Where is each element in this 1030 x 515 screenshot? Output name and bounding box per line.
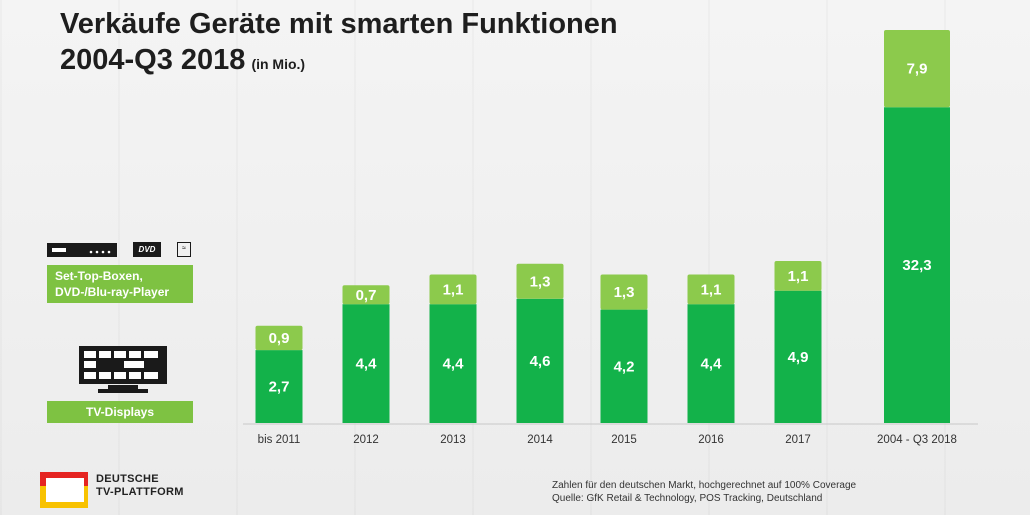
- value-label-tv-2: 4,4: [443, 356, 465, 373]
- logo: [40, 472, 88, 508]
- value-label-tv-3: 4,6: [530, 353, 551, 370]
- bar-tv-4: [600, 309, 648, 423]
- value-label-stb-1: 0,7: [356, 287, 377, 304]
- source-line-1: Zahlen für den deutschen Markt, hochgere…: [552, 480, 857, 491]
- value-label-stb-4: 1,3: [614, 284, 635, 301]
- bar-stb-1: [342, 285, 390, 305]
- value-label-tv-0: 2,7: [269, 379, 290, 396]
- bar-tv-5: [687, 304, 735, 423]
- legend-set-top-box: Set-Top-Boxen, DVD-/Blu-ray-Player: [47, 265, 193, 303]
- source-note: Zahlen für den deutschen Markt, hochgere…: [552, 479, 856, 505]
- title-unit: (in Mio.): [251, 56, 306, 72]
- value-label-tv-7: 32,3: [902, 257, 931, 274]
- category-label-1: 2012: [353, 434, 379, 446]
- title-line-1: Verkäufe Geräte mit smarten Funktionen: [60, 8, 618, 40]
- title-line-2: 2004-Q3 2018: [60, 44, 246, 76]
- logo-line-2: TV-PLATTFORM: [96, 486, 184, 498]
- dvd-icon: DVD: [133, 242, 161, 257]
- bar-tv-0: [255, 350, 303, 423]
- logo-mark: [40, 472, 88, 508]
- source-line-2: Quelle: GfK Retail & Technology, POS Tra…: [552, 493, 823, 504]
- category-label-6: 2017: [785, 434, 811, 446]
- logo-line-1: DEUTSCHE: [96, 473, 159, 485]
- bluray-icon: ≈: [177, 242, 191, 257]
- category-label-5: 2016: [698, 434, 724, 446]
- value-label-stb-3: 1,3: [530, 273, 551, 290]
- set-top-box-icons: [47, 240, 197, 260]
- legend-stb-line-1: Set-Top-Boxen,: [55, 269, 143, 283]
- bar-stb-0: [255, 325, 303, 351]
- category-label-7: 2004 - Q3 2018: [877, 434, 957, 446]
- logo-text: DEUTSCHE TV-PLATTFORM: [96, 473, 184, 499]
- bar-tv-6: [774, 290, 822, 423]
- bar-stb-5: [687, 274, 735, 305]
- bar-tv-7: [884, 107, 950, 423]
- bar-stb-3: [516, 263, 564, 299]
- value-label-tv-1: 4,4: [356, 356, 378, 373]
- value-label-tv-6: 4,9: [788, 349, 809, 366]
- value-label-tv-4: 4,2: [614, 358, 635, 375]
- category-label-4: 2015: [611, 434, 637, 446]
- value-label-stb-0: 0,9: [269, 330, 290, 347]
- legend-tv-label: TV-Displays: [85, 405, 155, 419]
- bar-stb-4: [600, 274, 648, 310]
- category-label-3: 2014: [527, 434, 553, 446]
- bar-tv-3: [516, 298, 564, 423]
- category-label-2: 2013: [440, 434, 466, 446]
- value-label-stb-5: 1,1: [701, 281, 722, 298]
- legend-tv-displays: TV-Displays: [47, 401, 193, 423]
- bar-tv-1: [342, 304, 390, 423]
- legend-stb-line-2: DVD-/Blu-ray-Player: [55, 285, 170, 299]
- category-label-0: bis 2011: [258, 434, 301, 446]
- chart-title: Verkäufe Geräte mit smarten Funktionen 2…: [60, 6, 618, 82]
- set-top-box-icon: [47, 243, 117, 257]
- tv-icon: [78, 345, 168, 395]
- bar-stb-7: [884, 30, 950, 108]
- bar-stb-2: [429, 274, 477, 305]
- value-label-tv-5: 4,4: [701, 356, 723, 373]
- value-label-stb-2: 1,1: [443, 281, 464, 298]
- value-label-stb-6: 1,1: [788, 268, 809, 285]
- value-label-stb-7: 7,9: [907, 61, 928, 78]
- bar-stb-6: [774, 261, 822, 291]
- bar-tv-2: [429, 304, 477, 423]
